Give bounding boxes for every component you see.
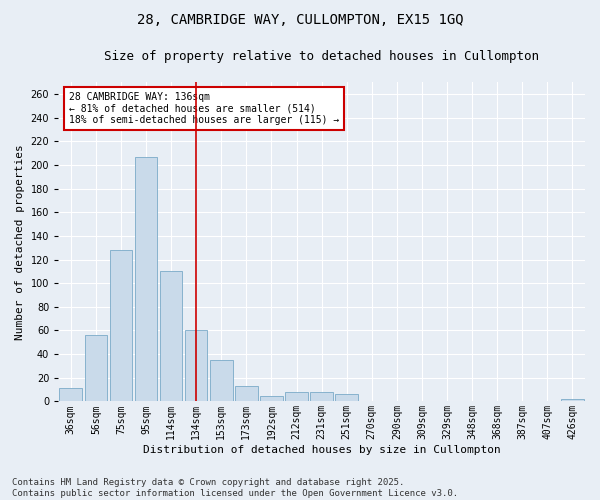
Bar: [135, 156, 157, 402]
Bar: [235, 386, 257, 402]
Text: 28 CAMBRIDGE WAY: 136sqm
← 81% of detached houses are smaller (514)
18% of semi-: 28 CAMBRIDGE WAY: 136sqm ← 81% of detach…: [69, 92, 339, 125]
X-axis label: Distribution of detached houses by size in Cullompton: Distribution of detached houses by size …: [143, 445, 500, 455]
Text: Contains HM Land Registry data © Crown copyright and database right 2025.
Contai: Contains HM Land Registry data © Crown c…: [12, 478, 458, 498]
Bar: [210, 360, 233, 402]
Bar: [260, 396, 283, 402]
Text: 28, CAMBRIDGE WAY, CULLOMPTON, EX15 1GQ: 28, CAMBRIDGE WAY, CULLOMPTON, EX15 1GQ: [137, 12, 463, 26]
Bar: [185, 330, 208, 402]
Title: Size of property relative to detached houses in Cullompton: Size of property relative to detached ho…: [104, 50, 539, 63]
Bar: [310, 392, 333, 402]
Bar: [110, 250, 132, 402]
Bar: [561, 399, 584, 402]
Y-axis label: Number of detached properties: Number of detached properties: [15, 144, 25, 340]
Bar: [335, 394, 358, 402]
Bar: [285, 392, 308, 402]
Bar: [85, 335, 107, 402]
Bar: [59, 388, 82, 402]
Bar: [160, 272, 182, 402]
